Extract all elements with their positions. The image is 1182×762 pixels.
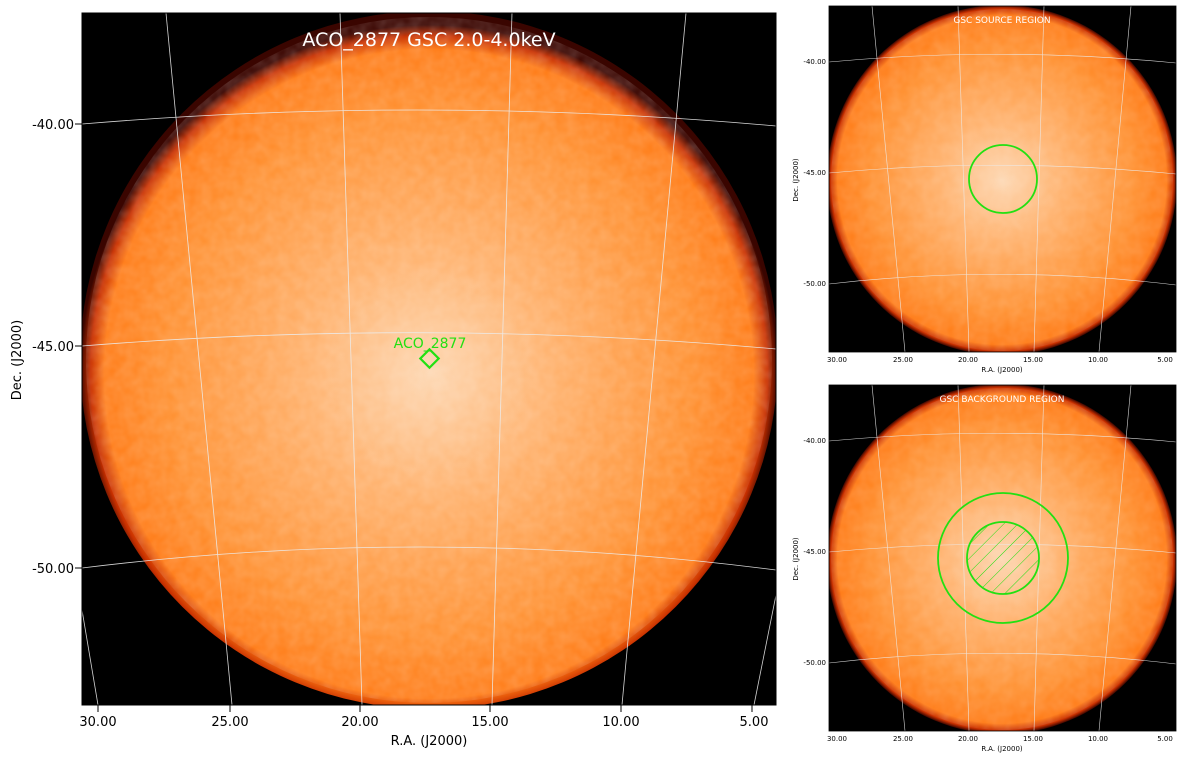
source-x-tick-label: 15.00 [1023, 356, 1043, 364]
source-x-tick-labels: 30.00 25.00 20.00 15.00 10.00 5.00 [827, 356, 1173, 364]
source-x-tick-label: 30.00 [827, 356, 847, 364]
main-x-tick-label: 15.00 [471, 715, 508, 730]
background-x-axis-label: R.A. (J2000) [981, 745, 1023, 753]
source-y-axis-label: Dec. (J2000) [792, 158, 800, 202]
main-y-tick-label: -45.00 [32, 340, 74, 355]
main-x-tick-label: 5.00 [740, 715, 769, 730]
source-y-tick-labels: -40.00 -45.00 -50.00 [803, 58, 826, 288]
main-y-tick-labels: -40.00 -45.00 -50.00 [32, 118, 74, 577]
main-y-tick-label: -40.00 [32, 118, 74, 133]
source-y-tick-label: -45.00 [803, 169, 826, 177]
main-disk-noise [86, 17, 772, 703]
source-disk-noise [831, 9, 1173, 351]
source-x-axis-label: R.A. (J2000) [981, 366, 1023, 374]
source-y-tick-label: -50.00 [803, 280, 826, 288]
main-title: ACO_2877 GSC 2.0-4.0keV [302, 29, 555, 51]
main-x-tick-label: 10.00 [602, 715, 639, 730]
background-panel-title: GSC BACKGROUND REGION [940, 395, 1065, 405]
background-y-tick-label: -45.00 [803, 548, 826, 556]
main-tick-marks [75, 123, 753, 712]
background-frame [828, 384, 1177, 732]
main-x-tick-labels: 30.00 25.00 20.00 15.00 10.00 5.00 [79, 715, 768, 730]
source-x-tick-label: 5.00 [1157, 356, 1173, 364]
background-x-tick-label: 25.00 [893, 735, 913, 743]
main-y-tick-label: -50.00 [32, 562, 74, 577]
background-outer-annulus [937, 492, 1069, 624]
background-x-tick-label: 15.00 [1023, 735, 1043, 743]
background-y-tick-label: -50.00 [803, 659, 826, 667]
main-frame [81, 12, 777, 706]
background-x-tick-label: 5.00 [1157, 735, 1173, 743]
main-x-tick-label: 30.00 [79, 715, 116, 730]
source-frame [828, 5, 1177, 353]
main-image-panel: ACO_2877 ACO_2877 GSC 2.0-4.0keV 30.00 2… [10, 12, 777, 749]
source-panel-title: GSC SOURCE REGION [953, 16, 1050, 26]
source-x-tick-label: 20.00 [958, 356, 978, 364]
main-x-tick-label: 25.00 [211, 715, 248, 730]
source-label: ACO_2877 [394, 336, 467, 352]
background-x-tick-label: 30.00 [827, 735, 847, 743]
source-coordinate-grid [829, 6, 1176, 352]
source-region-panel: GSC SOURCE REGION 30.00 25.00 20.00 15.0… [792, 5, 1177, 374]
background-y-tick-labels: -40.00 -45.00 -50.00 [803, 437, 826, 667]
background-x-tick-labels: 30.00 25.00 20.00 15.00 10.00 5.00 [827, 735, 1173, 743]
source-x-tick-label: 10.00 [1088, 356, 1108, 364]
background-y-axis-label: Dec. (J2000) [792, 537, 800, 581]
main-x-axis-label: R.A. (J2000) [391, 734, 468, 749]
main-coordinate-grid [82, 13, 776, 705]
background-y-tick-label: -40.00 [803, 437, 826, 445]
main-y-axis-label: Dec. (J2000) [10, 320, 25, 400]
background-x-tick-label: 10.00 [1088, 735, 1108, 743]
source-x-tick-label: 25.00 [893, 356, 913, 364]
background-x-tick-label: 20.00 [958, 735, 978, 743]
source-y-tick-label: -40.00 [803, 58, 826, 66]
main-x-tick-label: 20.00 [341, 715, 378, 730]
source-diamond-marker [418, 347, 441, 370]
background-excluded-hatched-circle [966, 521, 1040, 595]
source-extraction-circle [968, 144, 1038, 214]
background-region-panel: GSC BACKGROUND REGION 30.00 25.00 20.00 … [792, 384, 1177, 753]
